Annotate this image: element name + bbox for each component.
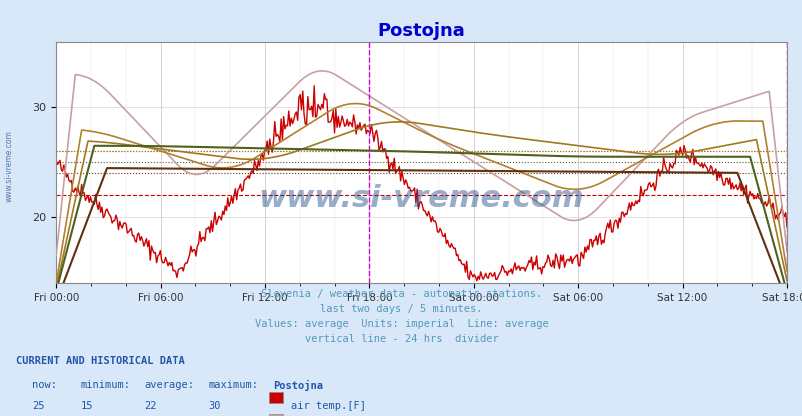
Text: maximum:: maximum: [209, 380, 258, 390]
Bar [269, 414, 283, 416]
Text: now:: now: [32, 380, 57, 390]
Text: 15: 15 [80, 401, 93, 411]
Text: 22: 22 [144, 401, 157, 411]
Text: 25: 25 [32, 401, 45, 411]
Text: www.si-vreme.com: www.si-vreme.com [258, 184, 584, 213]
Text: 30: 30 [209, 401, 221, 411]
Text: minimum:: minimum: [80, 380, 130, 390]
Text: vertical line - 24 hrs  divider: vertical line - 24 hrs divider [304, 334, 498, 344]
Text: CURRENT AND HISTORICAL DATA: CURRENT AND HISTORICAL DATA [16, 356, 184, 366]
Bar [269, 392, 283, 403]
Title: Postojna: Postojna [377, 22, 465, 40]
Text: last two days / 5 minutes.: last two days / 5 minutes. [320, 304, 482, 314]
Text: Slovenia / weather data - automatic stations.: Slovenia / weather data - automatic stat… [261, 289, 541, 299]
Text: air temp.[F]: air temp.[F] [290, 401, 365, 411]
Text: average:: average: [144, 380, 194, 390]
Text: Values: average  Units: imperial  Line: average: Values: average Units: imperial Line: av… [254, 319, 548, 329]
Text: www.si-vreme.com: www.si-vreme.com [5, 131, 14, 202]
Text: Postojna: Postojna [273, 380, 322, 391]
